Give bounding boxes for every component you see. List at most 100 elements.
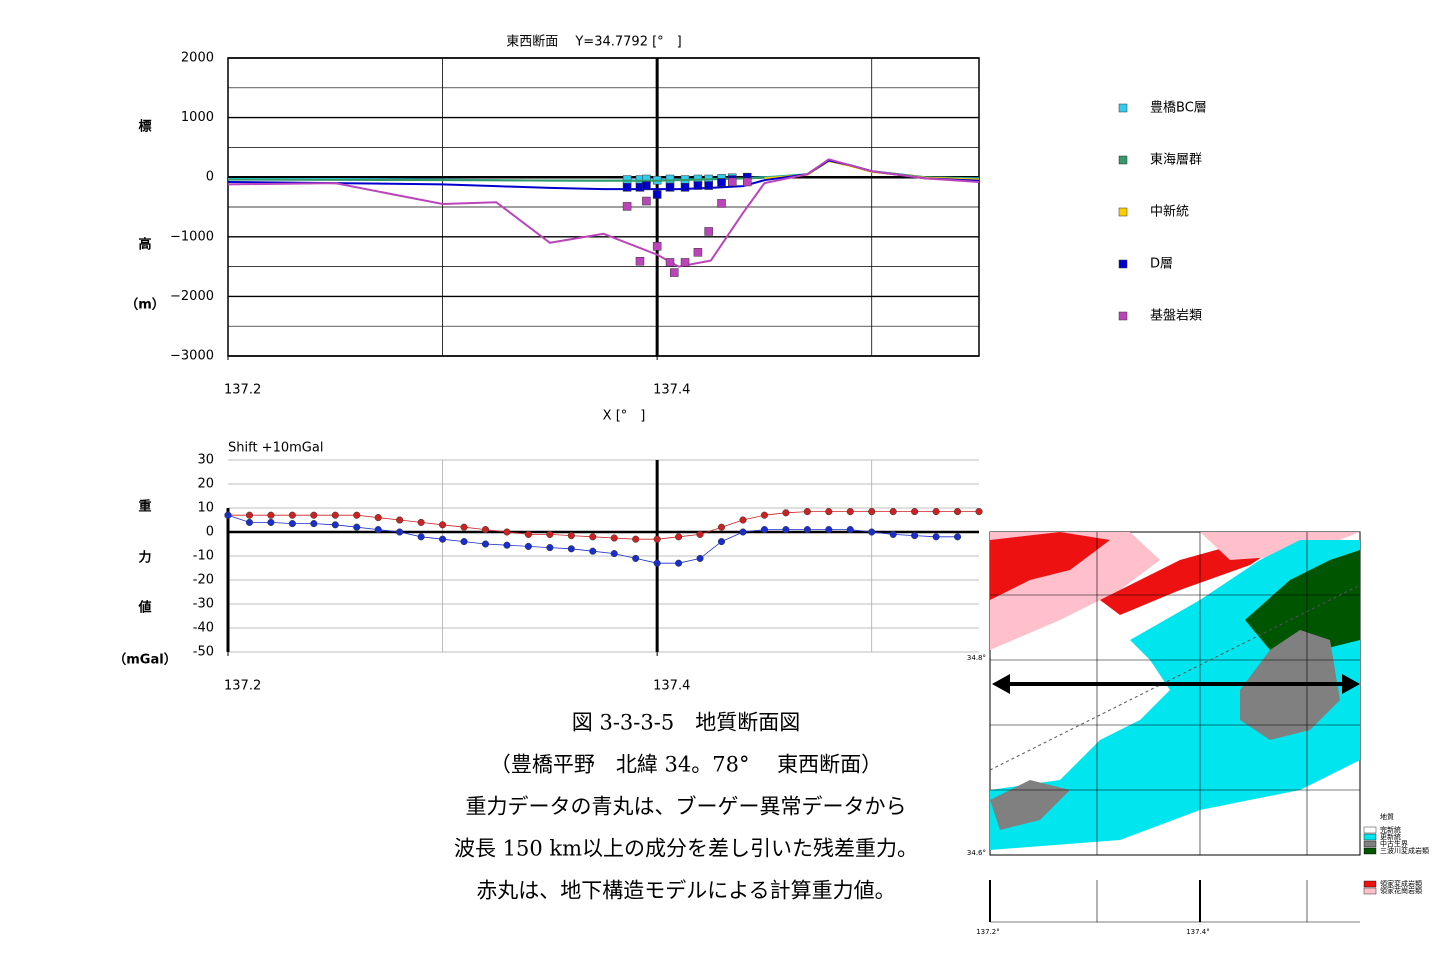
y-tick-label: −1000 [170,229,214,244]
legend-swatch [1118,259,1128,269]
data-point [310,511,318,519]
data-point [717,199,726,208]
data-point [642,181,651,190]
data-point [680,258,690,267]
series-line [228,511,979,540]
map: 34.8° 34.6° 137.2° 137.4° 地質 [967,531,1394,936]
data-point [288,511,296,519]
data-point [417,518,425,526]
data-point [310,520,318,528]
data-point [622,175,632,184]
data-point [622,183,632,192]
y-tick-label: -10 [193,549,214,564]
data-point [739,516,747,524]
y-tick-label: 30 [197,453,214,468]
data-point [889,508,897,516]
data-point [953,508,962,516]
y-tick-label: -40 [193,621,214,636]
data-point [652,242,662,251]
data-point [267,511,275,519]
y-axis-label: 標 [138,119,151,135]
data-point [567,532,575,540]
legend-label: D層 [1150,257,1173,272]
data-point [953,533,962,541]
map-area [1245,550,1360,650]
annotation: Shift +10mGal [228,441,323,456]
y-axis-label: （m） [125,297,165,313]
map-legend-swatch [1363,833,1377,841]
data-point [481,526,490,534]
x-tick-label: 137.2 [224,679,261,694]
data-point [224,511,232,519]
map-area [1200,532,1360,560]
legend-swatch [1118,311,1128,321]
y-axis-label: 値 [137,600,151,616]
data-point [704,227,713,236]
legend-label: 基盤岩類 [1150,309,1202,324]
data-point [803,508,811,516]
x-tick-label: 137.2 [224,383,261,398]
data-point [932,533,940,541]
data-point [267,518,275,526]
data-point [546,530,554,538]
map-legend-swatch [1363,840,1377,848]
data-point [288,520,296,528]
data-point [331,511,339,519]
data-point [665,258,675,267]
y-tick-label: 0 [206,525,214,540]
data-point [353,511,361,519]
map-strip-lines [989,880,1360,923]
data-point [696,530,704,538]
data-point [846,526,854,534]
data-point [481,540,490,548]
data-point [524,542,532,550]
y-axis-label: 力 [138,550,151,566]
caption-line: 赤丸は、地下構造モデルによる計算重力値。 [476,879,895,903]
data-point [727,177,737,187]
data-point [743,177,752,187]
data-point [396,516,404,524]
data-point [653,535,661,543]
data-point [589,547,597,555]
y-tick-label: 2000 [181,51,214,66]
data-point [439,535,447,543]
series-line [227,158,980,268]
data-point [374,526,382,534]
data-point [717,523,726,531]
y-tick-label: -30 [193,597,214,612]
data-point [846,508,854,516]
caption-line: 図 3-3-3-5 地質断面図 [572,711,800,735]
data-point [675,559,683,567]
map-legend-swatch [1363,847,1377,855]
data-point [739,528,747,536]
map-legend-label: 更新統 [1380,832,1401,841]
data-point [524,530,532,538]
data-point [825,508,833,516]
data-point [567,545,575,553]
y-tick-label: 0 [206,170,214,185]
data-point [353,523,361,531]
map-legend-label: 領家花崗岩類 [1380,886,1422,895]
map-line [989,584,1361,771]
lat-label: 34.8° [967,654,986,662]
legend-label: 豊橋BC層 [1150,101,1207,116]
lon-label: 137.2° [976,928,1000,936]
x-tick-label: 137.4 [653,679,690,694]
legend-label: 東海層群 [1150,152,1202,168]
map-legend-swatch [1363,826,1377,834]
map-legend-label: 領家変成岩類 [1380,879,1422,888]
data-point [653,559,661,567]
data-point [675,533,683,541]
data-point [704,181,713,190]
lon-label: 137.4° [1186,928,1210,936]
y-tick-label: −2000 [170,289,214,304]
arrowhead [1342,674,1360,694]
data-point [803,526,811,534]
data-point [622,202,632,211]
data-point [417,533,425,541]
data-point [693,248,703,257]
map-legend-swatch [1363,887,1377,895]
data-point [546,544,554,552]
y-axis-label: 高 [138,237,151,253]
data-point [975,508,983,516]
